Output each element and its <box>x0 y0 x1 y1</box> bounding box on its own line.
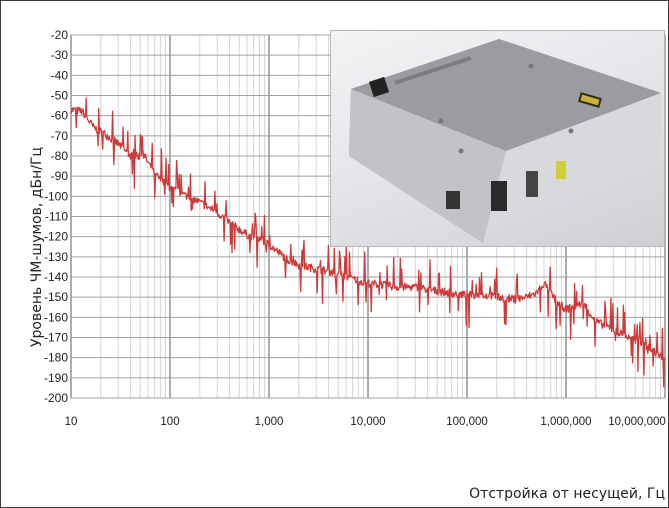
y-axis-title: Уровень ЧМ-шумов, дБн/Гц <box>29 147 45 347</box>
y-tick-label: -160 <box>44 310 68 324</box>
x-tick-labels: 10 100 1,000 10,000 100,000 1,000,000 10,000,0… <box>65 416 666 428</box>
x-tick-label: 1,000 <box>255 416 284 428</box>
y-tick-label: -20 <box>51 28 69 42</box>
y-tick-label: -150 <box>44 290 68 304</box>
x-tick-label: 10,000,000 <box>608 416 666 428</box>
y-tick-label: -180 <box>44 351 68 365</box>
y-tick-label: -90 <box>51 169 69 183</box>
x-tick-label: 1,000,000 <box>540 416 591 428</box>
y-tick-label: -130 <box>44 250 68 264</box>
y-tick-label: -170 <box>44 331 68 345</box>
y-tick-label: -80 <box>51 149 69 163</box>
y-tick-label: -30 <box>51 48 69 62</box>
x-tick-label: 10,000 <box>350 416 385 428</box>
y-tick-label: -70 <box>51 129 69 143</box>
y-tick-label: -110 <box>45 210 68 224</box>
x-tick-label: 10 <box>65 416 78 428</box>
y-tick-label: -40 <box>51 68 69 82</box>
y-tick-label: -100 <box>44 189 68 203</box>
series-group <box>70 97 666 388</box>
y-tick-label: -140 <box>44 270 68 284</box>
x-tick-label: 100,000 <box>446 416 488 428</box>
y-tick-labels: -20 -30 -40 -50 -60 -70 -80 -90 -100 -110 -120 -130… <box>44 28 68 405</box>
y-tick-label: -60 <box>51 109 69 123</box>
series-line <box>70 97 666 388</box>
y-tick-label: -190 <box>44 371 68 385</box>
y-tick-label: -50 <box>51 89 69 103</box>
x-tick-label: 100 <box>160 416 179 428</box>
device-photo <box>330 30 665 247</box>
y-tick-label: -120 <box>44 230 68 244</box>
y-tick-label: -200 <box>44 391 68 405</box>
x-axis-title: Отстройка от несущей, Гц <box>469 486 665 502</box>
